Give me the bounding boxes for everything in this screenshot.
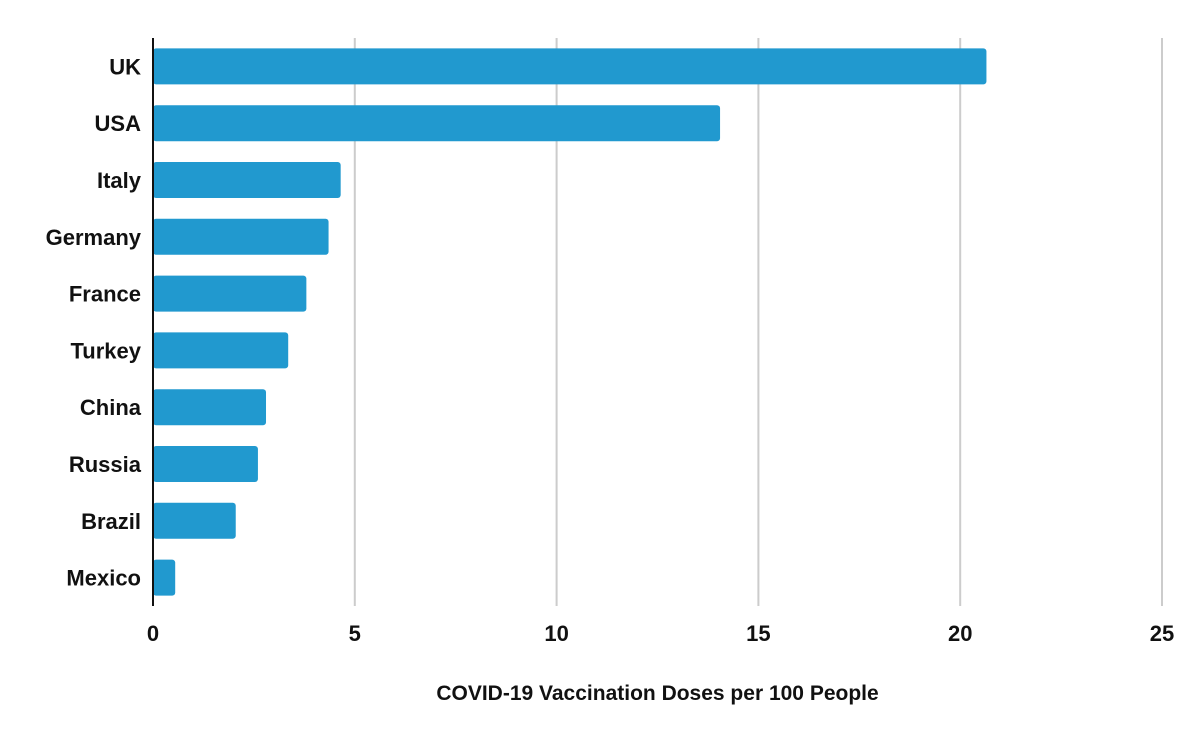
x-tick-label: 0 [147, 621, 159, 646]
category-label-russia: Russia [69, 452, 142, 477]
bar-france [153, 275, 307, 312]
category-label-germany: Germany [46, 225, 142, 250]
x-tick-label: 5 [349, 621, 361, 646]
bar-usa [153, 105, 721, 142]
x-tick-label: 25 [1150, 621, 1174, 646]
x-tick-labels: 0 5 10 15 20 25 [147, 621, 1174, 646]
x-axis-title: COVID-19 Vaccination Doses per 100 Peopl… [436, 682, 878, 705]
category-label-mexico: Mexico [66, 566, 141, 591]
bar-germany [153, 218, 329, 255]
bar-china [153, 389, 267, 426]
x-tick-label: 20 [948, 621, 972, 646]
category-labels: UK USA Italy Germany France Turkey China Russia… [46, 54, 142, 590]
bar-uk [153, 48, 987, 85]
bar-italy [153, 162, 341, 198]
category-label-usa: USA [95, 111, 142, 136]
category-label-uk: UK [109, 54, 141, 79]
x-tick-label: 10 [544, 621, 568, 646]
category-label-france: France [69, 282, 141, 307]
bar-brazil [153, 502, 236, 539]
bar-russia [153, 446, 258, 482]
category-label-brazil: Brazil [81, 509, 141, 534]
category-label-china: China [80, 395, 142, 420]
category-label-italy: Italy [97, 168, 142, 193]
bars [153, 48, 987, 596]
bar-turkey [153, 332, 289, 369]
bar-mexico [153, 559, 176, 596]
category-label-turkey: Turkey [70, 338, 141, 363]
x-tick-label: 15 [746, 621, 770, 646]
